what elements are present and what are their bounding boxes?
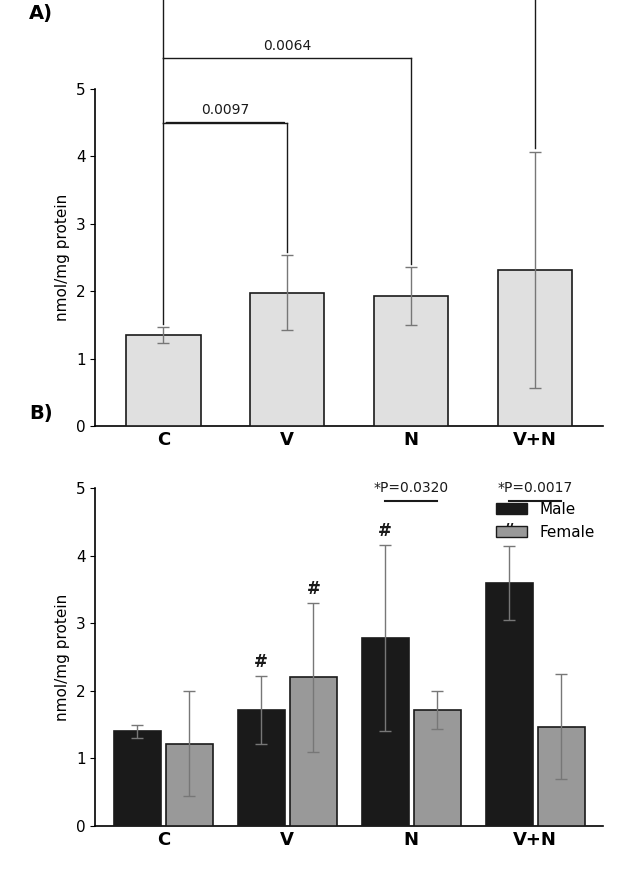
Y-axis label: nmol/mg protein: nmol/mg protein (55, 593, 70, 721)
Text: *P=0.0320: *P=0.0320 (373, 481, 449, 496)
Text: *P=0.0017: *P=0.0017 (497, 481, 573, 496)
Text: 0.0064: 0.0064 (263, 39, 311, 53)
Text: #: # (306, 580, 320, 598)
Text: #: # (378, 521, 392, 540)
Bar (486, 583, 533, 826)
Bar (126, 335, 201, 426)
Bar (413, 710, 461, 826)
Bar (166, 743, 213, 826)
Bar (250, 293, 324, 426)
Text: #: # (502, 522, 516, 541)
Bar (538, 726, 585, 826)
Y-axis label: nmol/mg protein: nmol/mg protein (55, 194, 70, 321)
Text: #: # (255, 653, 268, 670)
Bar (290, 678, 337, 826)
Text: 0.0097: 0.0097 (201, 103, 250, 117)
Bar (237, 710, 285, 826)
Bar (114, 732, 161, 826)
Text: B): B) (29, 404, 53, 423)
Bar (362, 638, 409, 826)
Legend: Male, Female: Male, Female (490, 496, 601, 546)
Bar (374, 296, 448, 426)
Bar (498, 270, 572, 426)
Text: A): A) (29, 4, 53, 23)
